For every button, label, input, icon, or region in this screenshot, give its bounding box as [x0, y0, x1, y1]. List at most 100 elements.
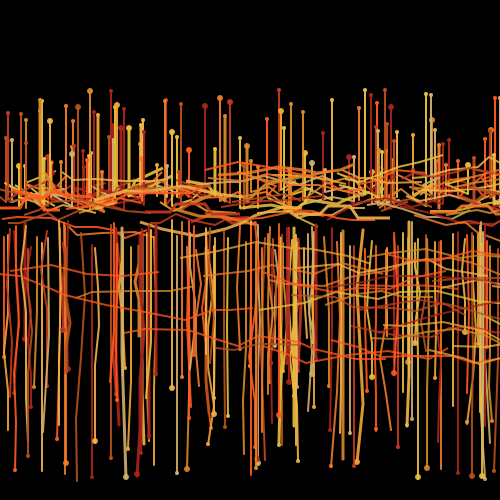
reflection-dot: [147, 434, 151, 438]
horizon-clutter: [11, 188, 93, 200]
upper-pin-dot: [100, 170, 104, 174]
upper-pin-dot: [186, 147, 192, 153]
reflection-dot: [92, 438, 98, 444]
reflection-wire: [290, 294, 500, 320]
upper-pin-dot: [392, 139, 396, 143]
upper-pin-dot: [411, 133, 415, 137]
reflection-dot: [175, 471, 179, 475]
upper-pin-dot: [141, 118, 145, 122]
reflection-streak: [6, 228, 13, 398]
reflection-dot: [187, 416, 191, 420]
horizon-clutter: [359, 169, 427, 185]
reflection-dot: [490, 419, 494, 423]
reflection-streak: [267, 226, 271, 384]
reflection-wire: [325, 275, 500, 289]
upper-pin-dot: [71, 119, 75, 123]
horizon-clutter: [282, 209, 375, 221]
upper-pin-dot: [437, 143, 441, 147]
reflection-streak: [42, 237, 50, 433]
upper-pin-dot: [202, 103, 208, 109]
upper-pin-dot: [69, 151, 75, 157]
upper-pin-dot: [107, 135, 111, 139]
upper-pin-dot: [309, 160, 315, 166]
reflection-dot: [329, 464, 333, 468]
upper-pin-dot: [282, 126, 286, 130]
reflection-wire: [431, 277, 500, 282]
reflection-wire: [350, 325, 500, 338]
upper-pin-dot: [488, 129, 492, 133]
reflection-dot: [226, 414, 230, 418]
reflection-dot: [479, 473, 485, 479]
upper-pin-dot: [238, 136, 242, 140]
horizon-clutter: [456, 190, 500, 204]
reflection-dot: [328, 428, 332, 432]
reflection-dot: [405, 423, 409, 427]
reflection-wire: [428, 349, 500, 365]
reflection-wire: [123, 328, 386, 360]
upper-pin-dot: [165, 164, 169, 168]
reflection-streak: [461, 238, 466, 333]
reflection-wire: [377, 300, 500, 334]
reflection-streak: [115, 243, 118, 401]
upper-pin-dot: [163, 99, 167, 103]
horizon-clutter: [450, 178, 500, 189]
horizon-clutter: [217, 162, 356, 177]
reflection-streak: [260, 237, 266, 461]
horizon-clutter: [341, 169, 423, 184]
upper-pin-dot: [357, 106, 361, 110]
reflection-wire: [296, 258, 489, 277]
upper-pin-dot: [10, 138, 14, 142]
upper-pin-dot: [59, 160, 63, 164]
upper-pin-dot: [375, 101, 379, 105]
reflection-dot: [109, 456, 113, 460]
upper-wire: [489, 188, 500, 199]
reflection-dot: [63, 460, 69, 466]
upper-pin-dot: [249, 159, 253, 163]
reflection-wire: [75, 285, 196, 299]
upper-pin-dot: [213, 147, 217, 151]
reflection-streak: [405, 220, 411, 428]
reflection-streak: [13, 225, 20, 472]
upper-pin-dot: [289, 102, 293, 106]
upper-wire: [338, 184, 383, 200]
reflection-streak: [311, 231, 315, 408]
reflection-dot: [32, 385, 36, 389]
reflection-dot: [309, 371, 315, 377]
reflection-dot: [365, 389, 369, 393]
upper-pin-dot: [177, 170, 181, 174]
horizon-clutter: [139, 205, 303, 238]
reflection-wire: [262, 345, 449, 364]
upper-pin-dot: [118, 125, 124, 131]
upper-pin-dot: [223, 114, 227, 118]
reflection-dot: [412, 340, 418, 346]
upper-pin-dot: [155, 163, 159, 167]
reflection-streak: [329, 227, 333, 431]
reflection-dot: [424, 465, 430, 471]
upper-pin-dot: [47, 118, 53, 124]
reflection-dot: [296, 459, 300, 463]
reflection-wire: [262, 270, 447, 293]
upper-pin-dot: [96, 113, 100, 117]
upper-wire: [57, 175, 74, 199]
reflection-dot: [354, 459, 360, 465]
reflection-dot: [180, 375, 184, 379]
upper-pin-dot: [169, 129, 175, 135]
upper-pin-dot: [363, 88, 367, 92]
reflection-streak: [27, 248, 33, 455]
upper-pin-dot: [244, 143, 250, 149]
reflection-dot: [492, 469, 496, 473]
reflection-dot: [123, 474, 129, 480]
upper-pin-dot: [465, 162, 471, 168]
reflection-streak: [33, 236, 38, 388]
reflection-dot: [456, 471, 460, 475]
reflection-dot: [352, 464, 356, 468]
horizon-clutter: [467, 185, 500, 197]
reflection-dot: [64, 369, 68, 373]
reflection-wire: [258, 290, 500, 311]
reflection-streak: [223, 230, 226, 428]
reflection-wire: [324, 290, 433, 306]
upper-pin-dot: [277, 88, 281, 92]
reflection-dot: [348, 431, 352, 435]
upper-pin-dot: [109, 89, 113, 93]
